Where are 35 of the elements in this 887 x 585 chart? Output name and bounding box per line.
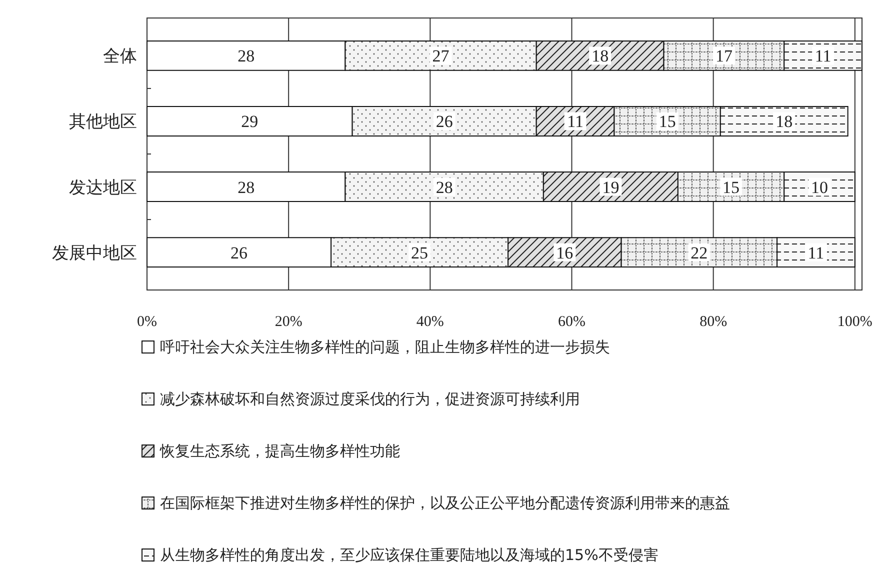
data-label: 11 (814, 46, 832, 66)
data-label: 17 (715, 46, 733, 66)
x-tick-label: 100% (837, 314, 872, 330)
legend-label: 恢复生态系统，提高生物多样性功能 (159, 442, 400, 460)
data-label: 19 (602, 178, 620, 197)
data-label: 29 (241, 112, 258, 132)
y-tick-label: 全体 (103, 46, 137, 67)
x-tick-label: 0% (137, 314, 157, 330)
x-tick-label: 80% (700, 314, 728, 330)
legend-label: 从生物多样性的角度出发，至少应该保住重要陆地以及海域的15%不受侵害 (160, 546, 658, 564)
x-tick-label: 60% (558, 314, 586, 330)
legend-label: 减少森林破坏和自然资源过度采伐的行为，促进资源可持续利用 (160, 390, 580, 408)
data-label: 18 (776, 112, 793, 132)
y-tick-label: 发达地区 (69, 178, 137, 198)
x-tick-label: 20% (274, 314, 302, 330)
data-label: 15 (722, 178, 740, 197)
y-tick-label: 其他地区 (69, 112, 137, 132)
y-tick-label: 发展中地区 (52, 243, 137, 264)
data-label: 11 (567, 112, 584, 132)
data-label: 28 (436, 178, 453, 197)
data-label: 28 (238, 178, 255, 197)
x-tick-label: 40% (416, 314, 444, 330)
legend-label: 呼吁社会大众关注生物多样性的问题，阻止生物多样性的进一步损失 (160, 338, 610, 356)
data-label: 28 (238, 46, 255, 66)
data-label: 15 (658, 112, 676, 132)
data-label: 11 (808, 243, 824, 262)
data-label: 26 (436, 112, 453, 132)
data-label: 22 (690, 243, 708, 262)
data-label: 27 (432, 46, 450, 66)
data-label: 10 (811, 178, 828, 197)
data-label: 26 (230, 243, 248, 262)
data-label: 16 (556, 243, 574, 262)
legend-label: 在国际框架下推进对生物多样性的保护，以及公正公平地分配遗传资源利用带来的惠益 (160, 494, 730, 512)
data-label: 18 (592, 46, 609, 66)
data-label: 25 (411, 243, 428, 262)
